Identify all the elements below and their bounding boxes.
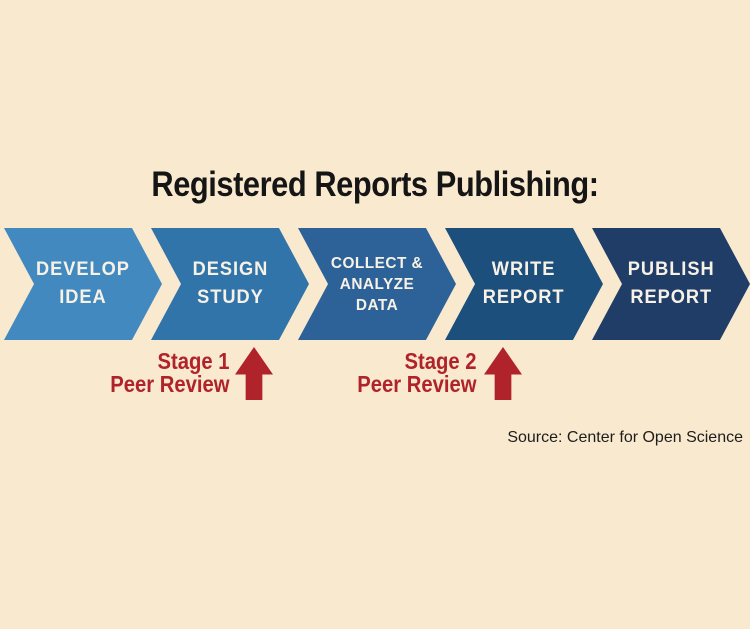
chevron-line: STUDY — [196, 287, 264, 308]
stage1-label-line: Stage 1 — [157, 348, 230, 374]
chevron-line: DEVELOP — [36, 259, 130, 280]
chevron-develop-idea: DEVELOP IDEA — [4, 228, 162, 340]
chevron-publish-report: PUBLISH REPORT — [592, 228, 750, 340]
stage1-label-line: Peer Review — [110, 371, 230, 397]
arrow-up-icon — [484, 347, 522, 400]
chevron-collect-analyze-data-label: COLLECT & ANALYZE DATA — [331, 253, 423, 316]
chevron-design-study: DESIGN STUDY — [151, 228, 309, 340]
chevron-develop-idea-label: DEVELOP IDEA — [36, 256, 130, 312]
chevron-line: ANALYZE — [339, 275, 415, 293]
stage2-label-line: Stage 2 — [404, 348, 477, 374]
stage2-label-line: Peer Review — [357, 371, 477, 397]
chevron-line: IDEA — [59, 287, 107, 308]
chevron-write-report: WRITE REPORT — [445, 228, 603, 340]
chevron-collect-analyze-data: COLLECT & ANALYZE DATA — [298, 228, 456, 340]
chevron-line: PUBLISH — [627, 259, 715, 280]
chevron-line: DESIGN — [192, 259, 268, 280]
chevron-line: REPORT — [630, 287, 712, 308]
stage2-peer-review-label: Stage 2 Peer Review — [358, 350, 477, 396]
chevron-publish-report-label: PUBLISH REPORT — [628, 256, 715, 312]
chevron-line: COLLECT & — [330, 254, 424, 272]
source-credit: Source: Center for Open Science — [507, 429, 743, 446]
page-title: Registered Reports Publishing: — [151, 165, 599, 204]
arrow-up-icon — [235, 347, 273, 400]
chevron-line: DATA — [355, 296, 399, 314]
chevron-line: REPORT — [483, 287, 565, 308]
chevron-write-report-label: WRITE REPORT — [483, 256, 565, 312]
stage1-peer-review-label: Stage 1 Peer Review — [111, 350, 230, 396]
chevron-line: WRITE — [492, 259, 556, 280]
chevron-design-study-label: DESIGN STUDY — [192, 256, 268, 312]
